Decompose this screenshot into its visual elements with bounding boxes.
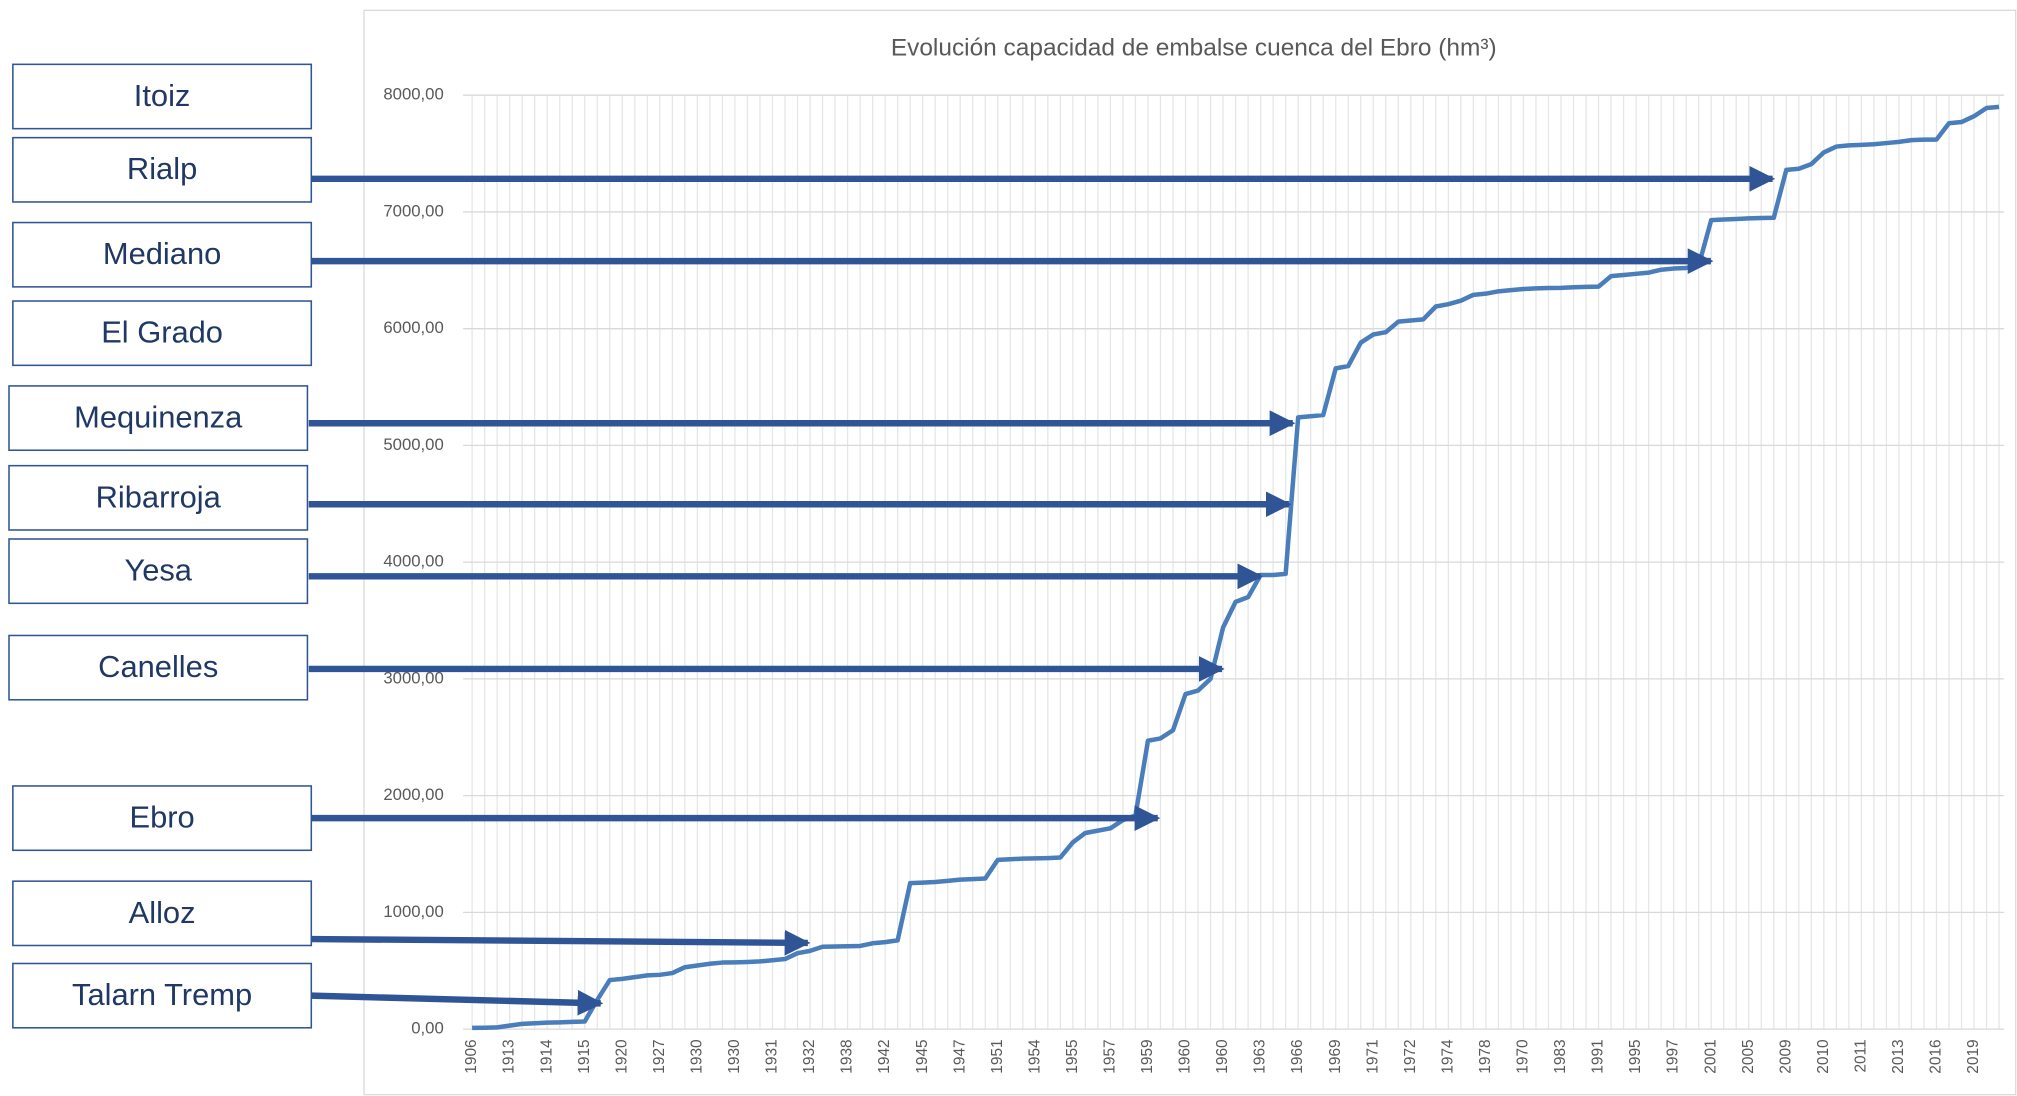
x-tick-label: 1930 [726, 1039, 743, 1073]
chart-area [363, 9, 2017, 1096]
x-tick-label: 1920 [613, 1039, 630, 1073]
x-tick-label: 1971 [1364, 1039, 1381, 1073]
x-tick-label: 2016 [1928, 1039, 1945, 1073]
annotation-box [12, 136, 313, 203]
annotation: Canelles [8, 634, 309, 701]
y-tick-label: 2000,00 [383, 785, 443, 804]
x-tick-label: 2010 [1815, 1039, 1832, 1073]
x-tick-label: 1959 [1139, 1039, 1156, 1073]
x-tick-label: 1930 [688, 1039, 705, 1073]
annotation: Itoiz [12, 63, 313, 130]
x-tick-label: 1951 [989, 1039, 1006, 1073]
x-tick-label: 1966 [1289, 1039, 1306, 1073]
annotation: Talarn Tremp [12, 962, 313, 1029]
x-tick-label: 1978 [1477, 1039, 1494, 1073]
x-tick-label: 1913 [501, 1039, 518, 1073]
chart-title: Evolución capacidad de embalse cuenca de… [891, 34, 1497, 61]
x-tick-label: 1942 [876, 1039, 893, 1073]
x-tick-label: 2013 [1890, 1039, 1907, 1073]
x-tick-label: 2005 [1740, 1039, 1757, 1073]
x-tick-label: 2019 [1965, 1039, 1982, 1073]
annotation: Ebro [12, 785, 313, 852]
annotation-box [12, 880, 313, 947]
annotation-box [12, 221, 313, 288]
annotation-box [12, 785, 313, 852]
annotation-box [8, 634, 309, 701]
y-tick-label: 5000,00 [383, 435, 443, 454]
x-tick-label: 2001 [1702, 1039, 1719, 1073]
x-tick-label: 1938 [839, 1039, 856, 1073]
y-tick-label: 6000,00 [383, 318, 443, 337]
x-tick-label: 1915 [576, 1039, 593, 1073]
x-tick-label: 1947 [951, 1039, 968, 1073]
x-tick-label: 1945 [914, 1039, 931, 1073]
annotation-label: El Grado [101, 315, 223, 350]
annotation-label: Ribarroja [96, 479, 222, 514]
x-tick-label: 1960 [1214, 1039, 1231, 1073]
series-line [472, 104, 2000, 1031]
x-tick-label: 1991 [1590, 1039, 1607, 1073]
annotation-box [12, 63, 313, 130]
x-tick-label: 1972 [1402, 1039, 1419, 1073]
annotation-label: Alloz [129, 895, 196, 930]
x-tick-label: 2011 [1852, 1039, 1869, 1072]
x-tick-label: 1957 [1101, 1039, 1118, 1073]
x-tick-label: 1970 [1515, 1039, 1532, 1073]
x-tick-label: 1955 [1064, 1039, 1081, 1073]
annotation-label: Talarn Tremp [72, 977, 252, 1012]
annotation-label: Mequinenza [74, 400, 243, 435]
x-tick-label: 1954 [1026, 1039, 1043, 1074]
x-tick-label: 1906 [463, 1039, 480, 1073]
x-tick-label: 1963 [1252, 1039, 1269, 1073]
annotation-label: Rialp [127, 151, 197, 186]
annotation-box [8, 538, 309, 605]
x-tick-label: 1997 [1665, 1039, 1682, 1073]
y-tick-label: 1000,00 [383, 902, 443, 921]
x-tick-label: 1960 [1177, 1039, 1194, 1073]
y-tick-label: 4000,00 [383, 552, 443, 571]
annotation: Ribarroja [8, 464, 309, 531]
annotation: Mequinenza [8, 385, 309, 452]
x-tick-label: 1983 [1552, 1039, 1569, 1073]
x-tick-label: 1932 [801, 1039, 818, 1073]
annotation-label: Canelles [98, 649, 218, 684]
annotation-label: Itoiz [134, 78, 191, 113]
annotation: Mediano [12, 221, 313, 288]
x-tick-label: 2009 [1777, 1039, 1794, 1073]
y-tick-label: 3000,00 [383, 668, 443, 687]
annotation: Rialp [12, 136, 313, 203]
annotation-label: Yesa [124, 553, 192, 588]
x-tick-label: 1995 [1627, 1039, 1644, 1073]
x-tick-label: 1969 [1327, 1039, 1344, 1073]
annotation: Yesa [8, 538, 309, 605]
annotation-box [8, 385, 309, 452]
y-tick-label: 7000,00 [383, 201, 443, 220]
annotation-arrow [311, 929, 811, 956]
annotation: Alloz [12, 880, 313, 947]
annotation-box [12, 300, 313, 367]
annotation-box [12, 962, 313, 1029]
annotation-label: Ebro [129, 800, 194, 835]
annotation-box [8, 464, 309, 531]
y-tick-label: 8000,00 [383, 85, 443, 104]
annotation: El Grado [12, 300, 313, 367]
x-tick-label: 1927 [651, 1039, 668, 1073]
annotation-arrow [311, 989, 604, 1016]
x-tick-label: 1931 [764, 1039, 781, 1073]
annotation-label: Mediano [103, 236, 221, 271]
x-tick-label: 1914 [538, 1039, 555, 1074]
x-tick-label: 1974 [1439, 1039, 1456, 1074]
y-tick-label: 0,00 [411, 1019, 444, 1038]
